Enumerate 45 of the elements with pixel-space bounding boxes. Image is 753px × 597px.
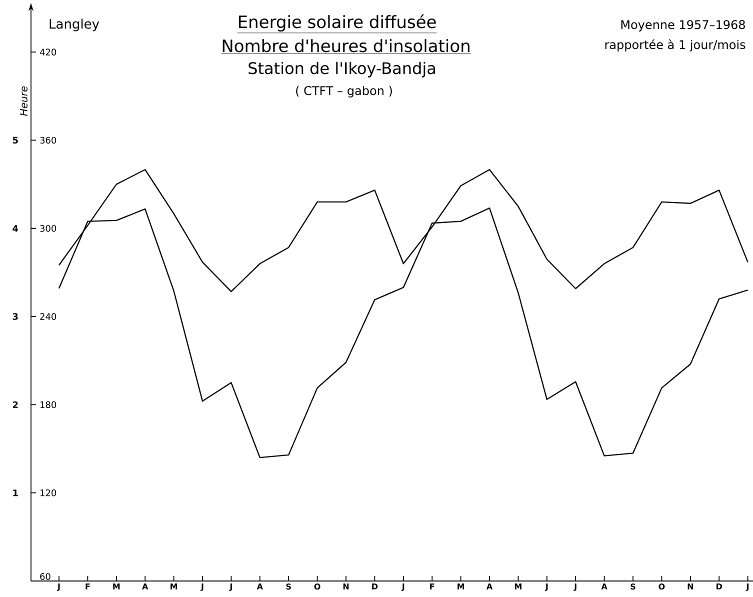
annotation: Moyenne 1957–1968 [621,20,745,32]
x-tick-label: S [630,584,636,590]
x-tick-label: J [200,584,204,591]
y-tick-label: 120 [40,489,56,496]
y-tick-label: 240 [40,313,56,320]
x-tick-label: J [574,584,576,591]
x-tick-label: M [170,584,178,590]
y2-tick-label: 4 [12,225,18,232]
text: Nombre d'heures d'insolation [222,39,470,52]
y2-axis-title: Heure [20,86,28,116]
y2-tick-label: 3 [12,313,18,320]
x-tick-label: J [401,584,404,591]
annotation: rapportée à 1 jour/mois [605,39,746,52]
y2-tick-label: 1 [13,490,18,496]
x-tick-label: M [113,584,120,590]
annotation: ( CTFT – gabon ) [296,86,392,98]
x-tick-label: M [458,584,464,590]
y-tick-label: 420 [40,48,56,56]
x-tick-label: O [314,584,320,590]
y-tick-label: 300 [40,224,56,232]
x-tick-label: J [544,584,548,591]
x-tick-label: J [57,584,60,591]
x-tick-label: N [343,584,349,590]
x-tick-label: A [256,584,263,590]
x-tick-label: N [688,584,694,590]
x-tick-label: D [716,584,722,590]
x-tick-label: J [229,584,232,591]
x-tick-label: J [746,584,749,591]
x-tick-label: A [142,584,148,590]
x-tick-label: F [86,584,90,590]
x-tick-label: M [514,584,522,590]
y-tick-label: 180 [40,401,56,408]
x-tick-label: F [430,584,434,590]
y-tick-label: 360 [40,136,56,144]
annotation: Station de l'Ikoy-Bandja [248,62,436,78]
x-tick-label: O [658,584,665,590]
y-axis-title: Langley [50,18,100,32]
y2-tick-label: 2 [12,401,18,408]
x-tick-label: D [372,584,378,590]
x-tick-label: S [286,584,291,590]
x-tick-label: A [486,584,493,590]
chart-title: Energie solaire diffusée [238,14,436,32]
y2-tick-label: 5 [12,136,18,144]
y-tick-label: 60 [40,573,50,580]
x-tick-label: A [601,584,608,590]
